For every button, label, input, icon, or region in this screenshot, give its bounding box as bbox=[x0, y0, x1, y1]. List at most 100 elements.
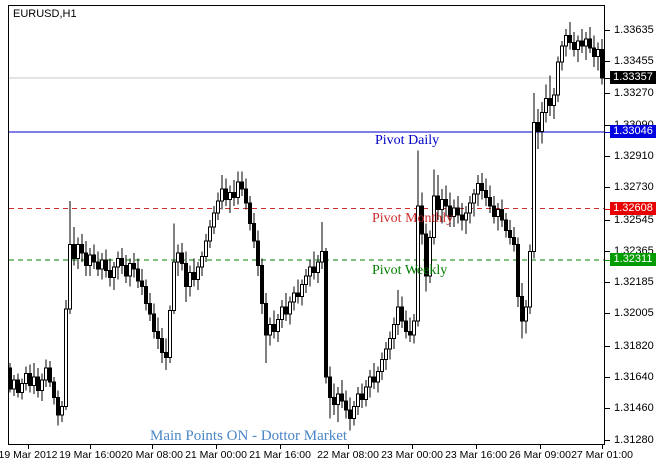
price-axis-tick bbox=[605, 408, 610, 409]
indicator-watermark-label: Main Points ON - Dottor Market bbox=[150, 428, 348, 444]
candle-body bbox=[548, 98, 552, 106]
candle-body bbox=[204, 240, 208, 257]
candle-body bbox=[512, 237, 516, 245]
candle-body bbox=[328, 376, 332, 398]
candle-body bbox=[364, 386, 368, 400]
candle-body bbox=[320, 251, 324, 263]
price-axis-label: 1.33455 bbox=[614, 55, 654, 67]
time-axis-label: 21 Mar 16:00 bbox=[249, 449, 311, 461]
candle-body bbox=[360, 393, 364, 400]
candle-body bbox=[532, 122, 536, 252]
price-axis-label: 1.32005 bbox=[614, 307, 654, 319]
candle-body bbox=[92, 254, 96, 263]
symbol-period-label: EURUSD,H1 bbox=[13, 8, 77, 20]
candle-body bbox=[404, 320, 408, 332]
price-axis-label: 1.31820 bbox=[614, 339, 654, 352]
candle-body bbox=[112, 266, 116, 278]
candle-body bbox=[132, 263, 136, 270]
candle-body bbox=[428, 237, 432, 277]
candle-body bbox=[16, 379, 20, 393]
candle-body bbox=[536, 122, 540, 132]
candle-body bbox=[108, 270, 112, 278]
candle-body bbox=[552, 94, 556, 106]
time-axis-label: 20 Mar 08:00 bbox=[121, 449, 183, 461]
candle-body bbox=[556, 61, 560, 96]
candle-body bbox=[400, 306, 404, 322]
candle-body bbox=[196, 266, 200, 280]
candle-body bbox=[384, 348, 388, 360]
current-price-badge-tick bbox=[605, 78, 610, 79]
candle-body bbox=[248, 202, 252, 224]
pivot-daily-label[interactable]: Pivot Daily bbox=[375, 133, 440, 148]
pivot-monthly-badge: 1.32608 bbox=[610, 201, 656, 215]
candle-body bbox=[600, 49, 604, 79]
candle-body bbox=[144, 286, 148, 304]
price-axis-tick bbox=[605, 282, 610, 283]
candle-body bbox=[200, 256, 204, 268]
candle-body bbox=[368, 376, 372, 388]
candle-body bbox=[544, 98, 548, 113]
candle-body bbox=[268, 324, 272, 336]
time-axis-label: 19 Mar 2012 bbox=[0, 449, 58, 461]
candle-body bbox=[48, 367, 52, 383]
candle-body bbox=[220, 188, 224, 202]
candle-body bbox=[224, 188, 228, 200]
chart-frame bbox=[8, 5, 605, 445]
time-axis-label: 23 Mar 16:00 bbox=[445, 449, 507, 461]
candle-body bbox=[580, 40, 584, 47]
candle-body bbox=[592, 47, 596, 57]
price-axis-label: 1.32730 bbox=[614, 181, 654, 193]
candle-body bbox=[456, 207, 460, 216]
candle-body bbox=[104, 259, 108, 271]
candle-body bbox=[372, 376, 376, 383]
price-axis-label: 1.32185 bbox=[614, 276, 654, 288]
candle-body bbox=[232, 192, 236, 198]
candle-body bbox=[36, 376, 40, 391]
pivot-monthly-badge-tick bbox=[605, 208, 610, 210]
candle-body bbox=[160, 338, 164, 353]
price-axis-label: 1.31280 bbox=[614, 433, 654, 446]
pivot-weekly-label[interactable]: Pivot Weekly bbox=[372, 263, 448, 278]
candle-body bbox=[236, 181, 240, 198]
candle-body bbox=[244, 188, 248, 204]
time-axis-tick bbox=[476, 445, 477, 449]
price-axis-label: 1.32545 bbox=[614, 213, 654, 226]
candle-body bbox=[440, 199, 444, 210]
candle-body bbox=[276, 319, 280, 332]
candle-body bbox=[484, 190, 488, 198]
time-axis-tick bbox=[280, 445, 281, 449]
candle-body bbox=[308, 266, 312, 277]
candle-body bbox=[64, 308, 68, 407]
candle-body bbox=[352, 406, 356, 419]
candle-body bbox=[568, 35, 572, 43]
candle-body bbox=[348, 409, 352, 419]
candle-body bbox=[84, 252, 88, 266]
price-axis-tick bbox=[605, 93, 610, 94]
candle-body bbox=[340, 393, 344, 402]
candle-body bbox=[152, 313, 156, 332]
candle-body bbox=[260, 265, 264, 304]
candle-body bbox=[492, 205, 496, 217]
candle-body bbox=[60, 406, 64, 416]
time-axis-tick bbox=[602, 445, 603, 449]
candle-body bbox=[32, 376, 36, 386]
candle-body bbox=[128, 263, 132, 277]
candle-body bbox=[476, 183, 480, 195]
candle-body bbox=[176, 252, 180, 263]
candle-body bbox=[452, 207, 456, 217]
candle-body bbox=[180, 252, 184, 264]
candle-body bbox=[528, 251, 532, 308]
candle-body bbox=[76, 244, 80, 259]
pivot-weekly-badge: 1.32311 bbox=[610, 253, 656, 266]
candle-body bbox=[588, 38, 592, 49]
price-axis-label: 1.31640 bbox=[614, 371, 654, 383]
price-axis-tick bbox=[605, 250, 610, 252]
price-axis-label: 1.31460 bbox=[614, 402, 654, 414]
candle-body bbox=[148, 303, 152, 315]
candle-body bbox=[344, 400, 348, 411]
candle-body bbox=[464, 212, 468, 221]
time-axis-label: 27 Mar 01:00 bbox=[571, 449, 633, 461]
candle-body bbox=[300, 284, 304, 297]
pivot-monthly-label[interactable]: Pivot Monthly bbox=[372, 211, 454, 226]
